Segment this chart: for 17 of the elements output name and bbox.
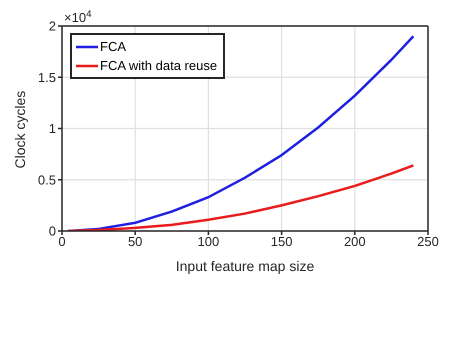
y-tick-label: 1 bbox=[48, 121, 56, 136]
x-tick-label: 150 bbox=[270, 234, 292, 250]
x-tick-label: 200 bbox=[344, 234, 366, 250]
x-tick-label: 0 bbox=[58, 234, 66, 250]
legend-label: FCA with data reuse bbox=[100, 57, 218, 75]
y-tick-label: 1.5 bbox=[38, 70, 56, 85]
y-tick-label: 0 bbox=[48, 224, 56, 239]
x-tick-label: 100 bbox=[198, 234, 220, 250]
line-series bbox=[66, 164, 415, 231]
x-tick-label: 50 bbox=[128, 234, 142, 250]
legend-label: FCA bbox=[100, 38, 126, 56]
text: ×10$^{4}$ bbox=[64, 8, 92, 25]
y-axis-title: Clock cycles bbox=[12, 90, 28, 168]
x-tick-label: 250 bbox=[417, 234, 439, 250]
y-tick-label: 2 bbox=[48, 18, 56, 34]
x-axis-title: Input feature map size bbox=[176, 258, 314, 274]
y-tick-label: 0.5 bbox=[38, 172, 56, 188]
